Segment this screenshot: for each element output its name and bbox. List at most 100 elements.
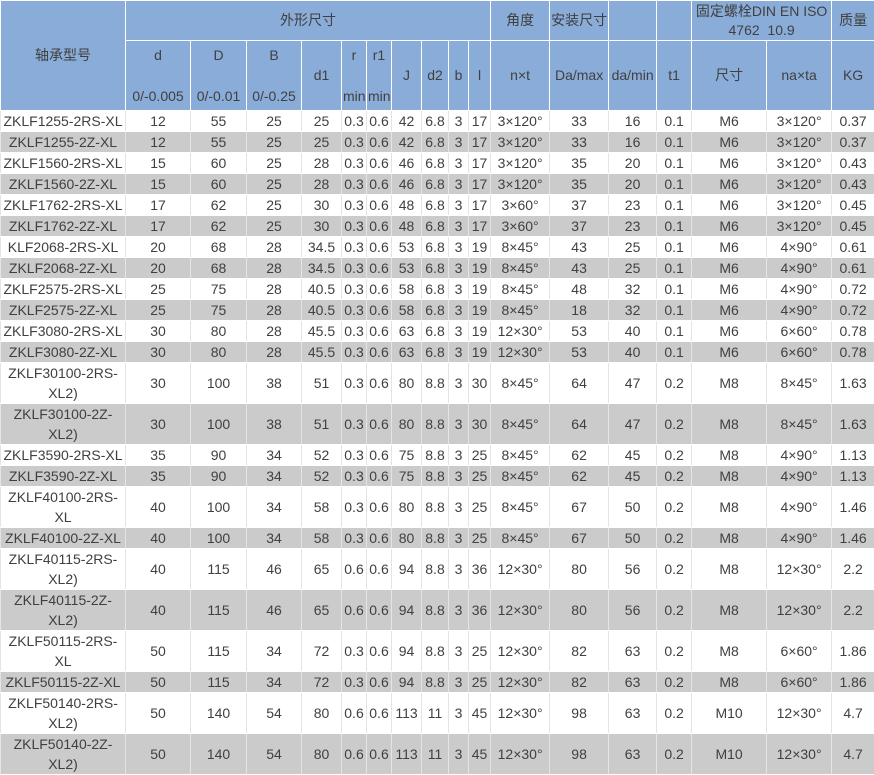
model-cell: ZKLF1560-2Z-XL [1, 174, 126, 195]
value-cell: 72 [302, 672, 342, 693]
value-cell: 30 [126, 342, 191, 363]
value-cell: 8×45° [767, 404, 832, 445]
value-cell: 16 [609, 111, 657, 132]
value-cell: 63 [392, 321, 422, 342]
value-cell: M8 [692, 631, 767, 672]
value-cell: 25 [609, 258, 657, 279]
value-cell: 75 [191, 300, 247, 321]
value-cell: M6 [692, 237, 767, 258]
col-min: min [343, 87, 365, 106]
value-cell: 0.6 [367, 153, 392, 174]
value-cell: 80 [302, 734, 342, 775]
value-cell: 3 [449, 300, 469, 321]
col-label: r [343, 46, 365, 65]
value-cell: 6.8 [422, 342, 449, 363]
value-cell: 64 [550, 363, 609, 404]
value-cell: 82 [550, 672, 609, 693]
value-cell: 0.6 [367, 487, 392, 528]
model-cell: ZKLF50115-2Z-XL [1, 672, 126, 693]
value-cell: 20 [126, 258, 191, 279]
value-cell: 94 [392, 672, 422, 693]
value-cell: 58 [392, 300, 422, 321]
col-header-nxt: n×t [491, 41, 550, 111]
value-cell: 82 [550, 631, 609, 672]
value-cell: 8.8 [422, 466, 449, 487]
value-cell: 0.3 [342, 487, 367, 528]
value-cell: 40.5 [302, 300, 342, 321]
value-cell: 55 [191, 132, 247, 153]
value-cell: M8 [692, 487, 767, 528]
value-cell: 115 [191, 590, 247, 631]
value-cell: 1.63 [832, 404, 874, 445]
value-cell: 46 [247, 590, 302, 631]
value-cell: 0.43 [832, 153, 874, 174]
value-cell: 8.8 [422, 363, 449, 404]
value-cell: 8.8 [422, 631, 449, 672]
value-cell: 37 [550, 195, 609, 216]
value-cell: 25 [469, 672, 491, 693]
value-cell: 0.2 [657, 590, 692, 631]
value-cell: 0.2 [657, 363, 692, 404]
value-cell: 63 [609, 693, 657, 734]
model-cell: ZKLF1560-2RS-XL [1, 153, 126, 174]
value-cell: 3×120° [767, 153, 832, 174]
value-cell: 3×120° [767, 111, 832, 132]
value-cell: 0.6 [367, 132, 392, 153]
value-cell: 0.2 [657, 528, 692, 549]
value-cell: 46 [392, 153, 422, 174]
value-cell: 0.3 [342, 279, 367, 300]
value-cell: 51 [302, 404, 342, 445]
value-cell: 6.8 [422, 111, 449, 132]
value-cell: 3 [449, 363, 469, 404]
value-cell: 36 [469, 549, 491, 590]
value-cell: 3×120° [491, 132, 550, 153]
value-cell: 3 [449, 487, 469, 528]
value-cell: 25 [247, 132, 302, 153]
value-cell: 25 [469, 487, 491, 528]
value-cell: 4.7 [832, 734, 874, 775]
value-cell: 94 [392, 631, 422, 672]
value-cell: 0.1 [657, 321, 692, 342]
value-cell: M6 [692, 342, 767, 363]
value-cell: 34.5 [302, 258, 342, 279]
value-cell: 8×45° [491, 466, 550, 487]
group-header-mass: 质量 [832, 1, 874, 41]
value-cell: 6.8 [422, 195, 449, 216]
value-cell: 80 [191, 342, 247, 363]
model-cell: ZKLF1762-2RS-XL [1, 195, 126, 216]
value-cell: M6 [692, 132, 767, 153]
value-cell: 19 [469, 342, 491, 363]
value-cell: 3 [449, 693, 469, 734]
value-cell: 8.8 [422, 590, 449, 631]
value-cell: 45 [609, 466, 657, 487]
value-cell: 45.5 [302, 321, 342, 342]
value-cell: 100 [191, 404, 247, 445]
value-cell: 6×60° [767, 672, 832, 693]
value-cell: 0.3 [342, 195, 367, 216]
value-cell: 19 [469, 279, 491, 300]
value-cell: 11 [422, 693, 449, 734]
value-cell: 0.3 [342, 132, 367, 153]
value-cell: 72 [302, 631, 342, 672]
value-cell: 3 [449, 734, 469, 775]
value-cell: 4×90° [767, 528, 832, 549]
value-cell: 33 [550, 111, 609, 132]
value-cell: 8×45° [491, 279, 550, 300]
value-cell: 3 [449, 631, 469, 672]
value-cell: 51 [302, 363, 342, 404]
value-cell: M10 [692, 693, 767, 734]
value-cell: 50 [609, 487, 657, 528]
value-cell: 30 [302, 195, 342, 216]
value-cell: 28 [302, 153, 342, 174]
value-cell: 3×120° [767, 132, 832, 153]
col-header-B: B 0/-0.25 [247, 41, 302, 111]
value-cell: 68 [191, 237, 247, 258]
